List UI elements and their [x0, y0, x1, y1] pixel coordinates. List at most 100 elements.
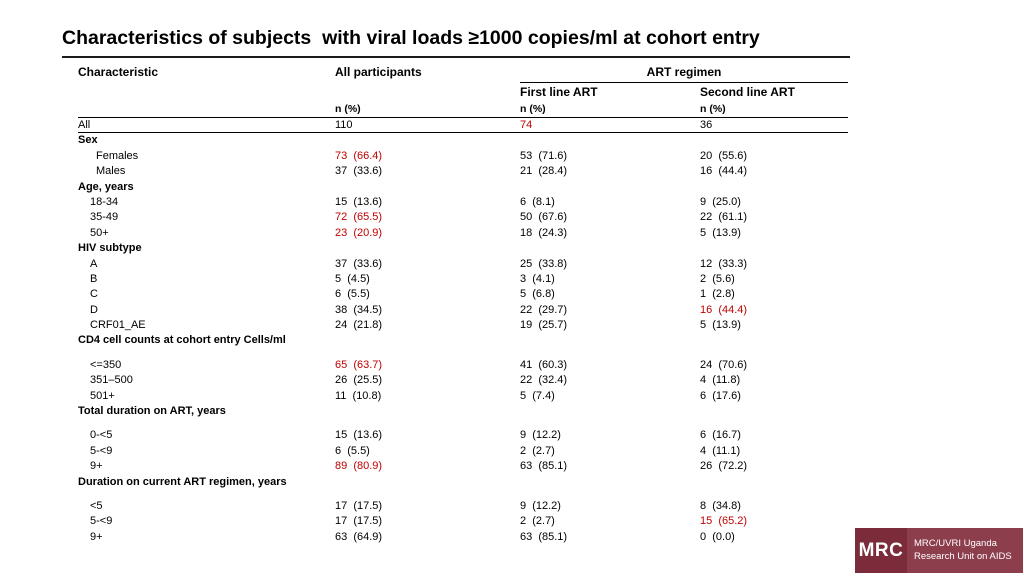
value-second-line	[700, 475, 848, 490]
row-label: A	[90, 257, 98, 270]
value-first-line: 63 (85.1)	[520, 460, 568, 473]
value-first-line: 9 (12.2)	[520, 429, 561, 442]
row-label: Total duration on ART, years	[78, 405, 226, 418]
value-second-line	[700, 180, 848, 195]
value-second-line: 26 (72.2)	[700, 460, 748, 473]
row-label: Males	[96, 165, 126, 178]
mrc-logo-line1: MRC/UVRI Uganda	[914, 538, 997, 549]
table-row: 351–500 26 (25.5) 22 (32.4) 4 (11.8)	[78, 373, 848, 388]
value-first-line: 19 (25.7)	[520, 319, 568, 332]
table-spacer-row	[78, 490, 848, 499]
value-second-line: 12 (33.3)	[700, 257, 748, 270]
value-first-line: 5 (7.4)	[520, 389, 555, 402]
header-art-regimen: ART regimen	[520, 62, 848, 83]
value-second-line: 24 (70.6)	[700, 358, 748, 371]
row-label: CD4 cell counts at cohort entry Cells/ml	[78, 334, 286, 347]
value-first-line: 5 (6.8)	[520, 288, 555, 301]
value-all-participants: 6 (5.5)	[335, 288, 370, 301]
value-all-participants: 17 (17.5)	[335, 515, 383, 528]
value-second-line	[700, 349, 848, 358]
row-label: CRF01_AE	[90, 319, 146, 332]
table-row: Females 73 (66.4) 53 (71.6) 20 (55.6)	[78, 149, 848, 164]
header-row-2: First line ART Second line ART	[78, 82, 848, 102]
table-body: All 110 74 36 Sex Females 73 (66.4) 53 (71.6) 20…	[78, 118, 848, 545]
table-row: 9+ 89 (80.9) 63 (85.1) 26 (72.2)	[78, 459, 848, 474]
value-all-participants: 17 (17.5)	[335, 499, 383, 512]
value-all-participants	[335, 349, 520, 358]
value-all-participants: 24 (21.8)	[335, 319, 383, 332]
table-row: HIV subtype	[78, 241, 848, 256]
table-row: D 38 (34.5) 22 (29.7) 16 (44.4)	[78, 303, 848, 318]
value-first-line: 53 (71.6)	[520, 149, 568, 162]
value-first-line: 22 (32.4)	[520, 374, 568, 387]
value-second-line: 20 (55.6)	[700, 149, 748, 162]
value-all-participants: 15 (13.6)	[335, 429, 383, 442]
row-label: 501+	[90, 389, 115, 402]
value-second-line: 8 (34.8)	[700, 499, 741, 512]
value-first-line	[520, 333, 700, 348]
value-second-line	[700, 419, 848, 428]
table-row: CRF01_AE 24 (21.8) 19 (25.7) 5 (13.9)	[78, 318, 848, 333]
value-all-participants: 89 (80.9)	[335, 460, 383, 473]
row-label: 9+	[90, 530, 103, 543]
value-second-line: 6 (17.6)	[700, 389, 741, 402]
value-all-participants: 72 (65.5)	[335, 211, 383, 224]
table-row: 0-<5 15 (13.6) 9 (12.2) 6 (16.7)	[78, 428, 848, 443]
header-second-line-art: Second line ART	[700, 85, 795, 99]
table-row: Total duration on ART, years	[78, 404, 848, 419]
table-spacer-row	[78, 349, 848, 358]
value-all-participants: 26 (25.5)	[335, 374, 383, 387]
value-all-participants	[335, 404, 520, 419]
table-row: 18-34 15 (13.6) 6 (8.1) 9 (25.0)	[78, 195, 848, 210]
table-row: Sex	[78, 133, 848, 148]
value-first-line: 22 (29.7)	[520, 303, 568, 316]
value-first-line	[520, 133, 700, 148]
value-all-participants: 65 (63.7)	[335, 358, 383, 371]
value-first-line	[520, 241, 700, 256]
value-first-line: 21 (28.4)	[520, 165, 568, 178]
table-row: 9+ 63 (64.9) 63 (85.1) 0 (0.0)	[78, 530, 848, 545]
table-row: CD4 cell counts at cohort entry Cells/ml	[78, 333, 848, 348]
value-second-line: 4 (11.1)	[700, 444, 741, 457]
mrc-logo-text: MRC/UVRI Uganda Research Unit on AIDS	[907, 528, 1023, 573]
table-row: <=350 65 (63.7) 41 (60.3) 24 (70.6)	[78, 358, 848, 373]
header-empty-1	[78, 82, 335, 102]
value-second-line: 15 (65.2)	[700, 515, 748, 528]
value-second-line: 6 (16.7)	[700, 429, 741, 442]
header-row-1: Characteristic All participants ART regi…	[78, 62, 848, 83]
value-second-line: 16 (44.4)	[700, 303, 748, 316]
row-label: 0-<5	[90, 429, 113, 442]
value-all-participants: 110	[335, 119, 353, 131]
table-header: Characteristic All participants ART regi…	[78, 62, 848, 118]
value-all-participants	[335, 241, 520, 256]
value-second-line	[700, 333, 848, 348]
value-second-line: 0 (0.0)	[700, 530, 735, 543]
value-second-line: 22 (61.1)	[700, 211, 748, 224]
value-all-participants	[335, 490, 520, 499]
title-rule	[62, 56, 850, 58]
table-row: A 37 (33.6) 25 (33.8) 12 (33.3)	[78, 257, 848, 272]
value-all-participants: 23 (20.9)	[335, 226, 383, 239]
value-second-line: 16 (44.4)	[700, 165, 748, 178]
value-first-line	[520, 475, 700, 490]
header-first-line-art: First line ART	[520, 85, 598, 99]
slide-title: Characteristics of subjects with viral l…	[62, 27, 760, 49]
value-all-participants	[335, 180, 520, 195]
row-label: <=350	[90, 358, 122, 371]
value-first-line: 6 (8.1)	[520, 195, 555, 208]
table-row: Males 37 (33.6) 21 (28.4) 16 (44.4)	[78, 164, 848, 179]
value-second-line: 5 (13.9)	[700, 319, 741, 332]
value-first-line	[520, 490, 700, 499]
value-first-line	[520, 180, 700, 195]
header-n-pct-second: n (%)	[700, 103, 726, 115]
header-empty-2	[335, 82, 520, 102]
header-row-3: n (%) n (%) n (%)	[78, 102, 848, 117]
row-label	[78, 419, 335, 428]
value-first-line: 63 (85.1)	[520, 530, 568, 543]
row-label: Sex	[78, 134, 98, 147]
row-label: All	[78, 119, 91, 131]
row-label: Age, years	[78, 180, 134, 193]
value-all-participants: 37 (33.6)	[335, 257, 383, 270]
value-second-line	[700, 490, 848, 499]
header-n-pct-all: n (%)	[335, 103, 361, 115]
